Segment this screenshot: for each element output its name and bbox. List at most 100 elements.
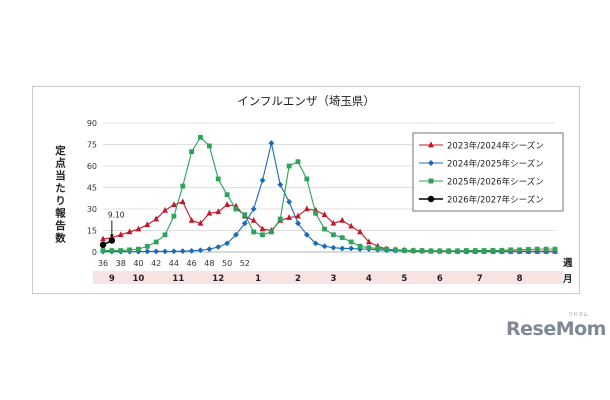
- series-line-3: [103, 136, 555, 252]
- data-point: [286, 163, 292, 169]
- legend-box: [412, 132, 564, 212]
- y-tick-label: 90: [87, 119, 97, 128]
- data-point: [224, 192, 230, 198]
- data-point: [197, 247, 204, 254]
- y-tick-label: 45: [87, 184, 97, 193]
- data-point: [446, 248, 452, 254]
- resemom-logo: ReseMom: [506, 318, 606, 340]
- month-axis-label: 月: [562, 274, 573, 285]
- annotation-label: 9.10: [108, 211, 125, 220]
- data-point: [179, 198, 186, 205]
- data-point: [304, 176, 310, 182]
- legend-label: 2024年/2025年シーズン: [447, 159, 544, 170]
- y-tick-label: 0: [92, 248, 97, 257]
- data-point: [419, 248, 425, 253]
- month-label: 8: [517, 274, 523, 284]
- data-point: [206, 209, 213, 216]
- data-point: [295, 220, 301, 227]
- data-point: [543, 246, 549, 252]
- data-point: [393, 247, 398, 253]
- data-point: [233, 206, 239, 212]
- data-point: [481, 248, 487, 253]
- month-label: 10: [133, 274, 145, 284]
- data-point: [135, 225, 142, 232]
- data-point: [100, 235, 106, 242]
- month-label: 1: [255, 274, 261, 284]
- data-point: [260, 232, 265, 238]
- data-point: [375, 246, 381, 251]
- x-tick-label: 48: [204, 259, 214, 268]
- data-point: [303, 205, 310, 212]
- x-tick-label: 50: [222, 259, 232, 268]
- month-label: 12: [212, 274, 224, 284]
- data-point: [339, 245, 346, 252]
- data-point: [303, 231, 310, 238]
- data-point: [348, 245, 355, 252]
- data-point: [286, 214, 293, 220]
- data-point: [188, 247, 195, 254]
- data-point: [357, 228, 363, 235]
- data-point: [552, 248, 558, 255]
- data-point: [162, 232, 168, 238]
- legend-marker: [428, 141, 434, 148]
- data-point: [428, 248, 434, 254]
- data-point: [322, 226, 327, 232]
- data-point: [321, 211, 328, 218]
- data-point: [534, 246, 540, 252]
- chart-title: インフルエンザ（埼玉県）: [237, 94, 375, 108]
- data-point: [330, 244, 337, 251]
- x-tick-label: 52: [240, 259, 250, 268]
- month-label: 9: [109, 274, 115, 284]
- legend-marker: [428, 160, 434, 166]
- data-point: [144, 248, 151, 255]
- legend-label: 2025年/2026年シーズン: [447, 177, 544, 188]
- data-point: [508, 247, 514, 253]
- data-point: [162, 248, 168, 255]
- data-point: [286, 198, 293, 205]
- data-point: [153, 239, 159, 245]
- data-point: [259, 177, 266, 184]
- data-point: [277, 181, 284, 188]
- data-point: [144, 221, 151, 228]
- data-point: [517, 247, 522, 253]
- data-point: [179, 248, 186, 255]
- data-point: [250, 206, 257, 212]
- data-point: [241, 220, 248, 227]
- y-axis-label: 定点当たり報告数: [54, 144, 66, 245]
- data-point: [108, 237, 116, 244]
- data-point: [259, 225, 266, 232]
- data-point: [277, 216, 283, 222]
- y-tick-label: 15: [87, 227, 97, 236]
- month-label: 4: [366, 274, 372, 284]
- x-tick-label: 38: [116, 259, 126, 268]
- data-point: [126, 228, 133, 235]
- data-point: [401, 247, 407, 253]
- y-tick-label: 75: [87, 141, 97, 150]
- data-point: [180, 183, 186, 189]
- x-tick-label: 40: [133, 259, 143, 268]
- x-tick-label: 42: [151, 259, 161, 268]
- y-tick-label: 60: [87, 162, 97, 171]
- legend-label: 2026年/2027年シーズン: [447, 195, 544, 206]
- data-point: [339, 216, 346, 223]
- data-point: [312, 240, 319, 247]
- data-point: [127, 247, 132, 253]
- data-point: [339, 235, 345, 241]
- month-label: 5: [401, 274, 407, 284]
- data-point: [330, 219, 337, 226]
- data-point: [348, 222, 355, 229]
- data-point: [472, 248, 478, 253]
- x-tick-label: 46: [187, 259, 197, 268]
- data-point: [117, 231, 124, 238]
- data-point: [189, 149, 195, 155]
- data-point: [224, 201, 230, 207]
- data-point: [499, 247, 505, 253]
- data-point: [153, 248, 160, 255]
- data-point: [188, 216, 195, 223]
- data-point: [136, 246, 141, 252]
- x-axis-label: 週: [563, 257, 573, 269]
- data-point: [206, 246, 213, 253]
- data-point: [331, 232, 336, 238]
- data-point: [268, 229, 274, 235]
